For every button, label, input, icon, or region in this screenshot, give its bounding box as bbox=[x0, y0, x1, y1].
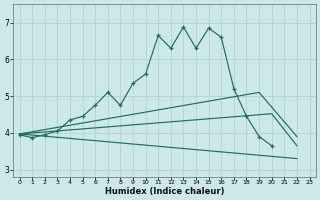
X-axis label: Humidex (Indice chaleur): Humidex (Indice chaleur) bbox=[105, 187, 224, 196]
